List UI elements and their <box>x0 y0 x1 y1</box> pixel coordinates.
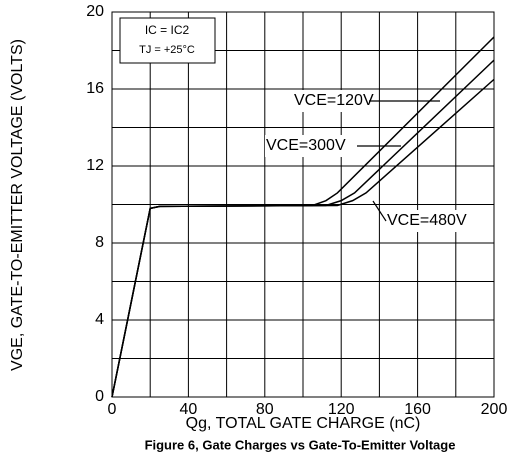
x-tick-label: 80 <box>256 401 274 418</box>
y-tick-label: 4 <box>95 311 104 328</box>
legend-box <box>265 135 357 157</box>
legend-label: VCE=120V <box>294 92 374 109</box>
legend-label: VCE=480V <box>387 212 467 229</box>
x-tick-label: 200 <box>481 401 508 418</box>
x-tick-label: 160 <box>404 401 431 418</box>
x-tick-label: 0 <box>108 401 117 418</box>
y-axis-label: VGE, GATE-TO-EMITTER VOLTAGE (VOLTS) <box>9 39 26 371</box>
x-tick-label: 40 <box>180 401 198 418</box>
legend-arrow <box>372 200 387 222</box>
chart-title: Figure 6, Gate Charges vs Gate-To-Emitte… <box>145 437 456 452</box>
legend-box <box>293 90 369 112</box>
annotation: IC = IC2 <box>145 23 190 37</box>
x-tick-label: 120 <box>328 401 355 418</box>
condition-box <box>119 17 216 64</box>
annotation: TJ = +25°C <box>139 44 195 56</box>
y-tick-label: 0 <box>95 388 104 405</box>
data-line <box>111 78 495 398</box>
y-tick-label: 8 <box>95 234 104 251</box>
y-tick-label: 20 <box>86 3 104 20</box>
legend-box <box>386 210 492 232</box>
y-tick-label: 16 <box>86 80 104 97</box>
y-tick-label: 12 <box>86 157 104 174</box>
x-axis-label: Qg, TOTAL GATE CHARGE (nC) <box>186 415 421 432</box>
legend-label: VCE=300V <box>266 137 346 154</box>
